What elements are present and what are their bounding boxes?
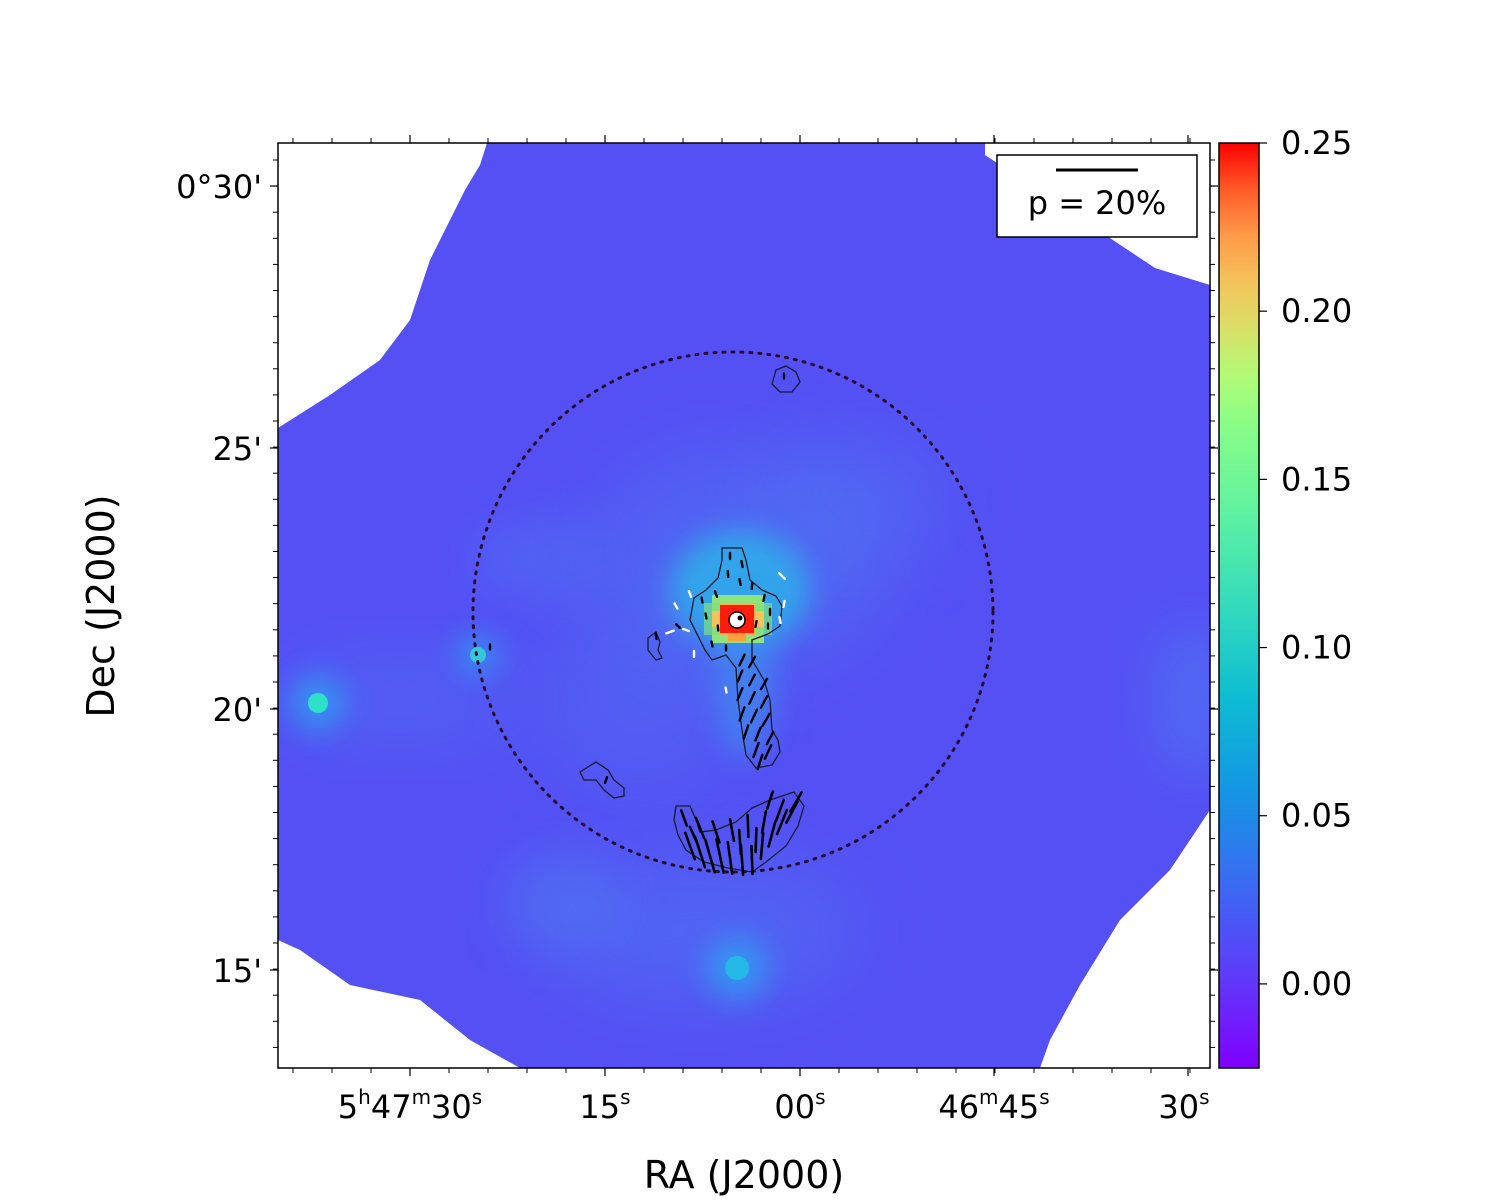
polarization-vector [673, 602, 679, 610]
polarization-vector [737, 828, 743, 856]
polarization-vector [767, 820, 777, 848]
legend-box [996, 154, 1198, 238]
contour-southwest [579, 761, 625, 799]
x-tick-label: 5h47m30s [338, 1085, 482, 1126]
polarization-vector [778, 615, 782, 625]
colorbar-tick-label: 0.10 [1281, 629, 1352, 667]
y-tick-label: 20' [212, 691, 262, 729]
polarization-vector [747, 673, 757, 687]
plot-frame [277, 142, 1211, 1069]
colorbar-tick-label: 0.20 [1281, 292, 1352, 330]
polarization-vector [763, 744, 773, 760]
polarization-vector [654, 631, 658, 641]
y-tick-label: 15' [212, 952, 262, 990]
polarization-vector [687, 589, 693, 599]
polarization-vector [747, 655, 757, 669]
colorbar-tick-label: 0.15 [1281, 460, 1352, 498]
polarization-vector [759, 695, 769, 709]
polarization-vector [746, 813, 750, 839]
x-tick-label: 46m45s [938, 1085, 1049, 1126]
polarization-vector [748, 690, 756, 706]
polarization-vector [704, 612, 708, 620]
polarization-vector [713, 589, 719, 599]
polarization-vector [765, 730, 775, 746]
polarization-vector [762, 593, 766, 603]
polarization-vector [736, 686, 744, 702]
polarization-vector [736, 669, 744, 683]
polarization-vector [740, 559, 744, 569]
y-tick-label: 0°30' [176, 168, 262, 206]
colorbar-tick-label: 0.25 [1281, 124, 1352, 162]
polarization-vector [726, 569, 730, 579]
polarization-vector [603, 775, 609, 785]
polarization-vector [738, 653, 746, 667]
polarization-vector [750, 581, 754, 591]
contour-top [771, 365, 801, 393]
colorbar-ticks: 0.00 0.05 0.10 0.15 0.20 0.25 [1259, 124, 1352, 1003]
polarization-vector [754, 619, 758, 629]
polarization-vector [777, 571, 787, 581]
x-tick-label: 00s [774, 1085, 825, 1126]
polarization-vector [726, 840, 734, 876]
polarization-vectors-white [665, 571, 787, 694]
source-marker [728, 611, 746, 629]
polarization-vector [756, 753, 764, 771]
polarization-vector [774, 798, 786, 822]
polarization-vector [782, 599, 786, 609]
polarization-vector [711, 820, 721, 844]
polarization-vector [749, 708, 759, 724]
polarization-vector [679, 809, 689, 827]
polarization-vector [683, 831, 697, 861]
polarization-vector [759, 677, 769, 691]
polarization-vectors [488, 372, 803, 877]
x-tick-label: 15s [579, 1085, 630, 1126]
polarization-vector [742, 724, 750, 740]
polarization-vector [681, 627, 691, 633]
legend: p = 20% [996, 154, 1198, 238]
polarization-vector [738, 577, 742, 587]
y-tick-label: 25' [212, 430, 262, 468]
polarization-vector [715, 838, 725, 874]
polarization-vector [688, 825, 700, 847]
polarization-vector [765, 790, 775, 810]
colorbar-tick-label: 0.00 [1281, 965, 1352, 1003]
polarization-vector [760, 809, 768, 835]
polarization-vector [761, 712, 771, 728]
polarization-vector [724, 686, 728, 694]
x-tick-label: 30s [1158, 1085, 1209, 1126]
contour-central [689, 547, 783, 769]
polarization-vector [738, 706, 746, 722]
polarization-vector [700, 596, 704, 604]
y-axis-label: Dec (J2000) [79, 494, 123, 717]
minor-ticks [273, 138, 1215, 1073]
colorbar: 0.00 0.05 0.10 0.15 0.20 0.25 [1218, 124, 1352, 1069]
polarization-vector [710, 640, 714, 648]
polarization-vector [665, 629, 675, 635]
polarization-vector [789, 791, 803, 813]
polarization-vector [728, 817, 736, 843]
polarization-vector [754, 826, 758, 854]
polarization-vector [759, 831, 765, 861]
colorbar-tick-label: 0.05 [1281, 797, 1352, 835]
x-axis-label: RA (J2000) [644, 1153, 845, 1197]
polarization-vector [750, 844, 754, 876]
polarization-vector [752, 741, 760, 759]
y-axis: 0°30' 25' 20' 15' Dec (J2000) [79, 168, 1218, 990]
intensity-map [278, 143, 1210, 1068]
polarization-vector [704, 838, 716, 874]
colorbar-gradient [1218, 142, 1260, 1069]
x-axis: 5h47m30s 15s 00s 46m45s 30s RA (J2000) [338, 135, 1210, 1197]
polarization-vector [694, 816, 706, 840]
polarization-vector [775, 808, 789, 836]
legend-label: p = 20% [1028, 184, 1167, 222]
polarization-vector [675, 623, 681, 629]
polarization-vector [754, 726, 762, 742]
diffuse-emission [280, 440, 1210, 1000]
